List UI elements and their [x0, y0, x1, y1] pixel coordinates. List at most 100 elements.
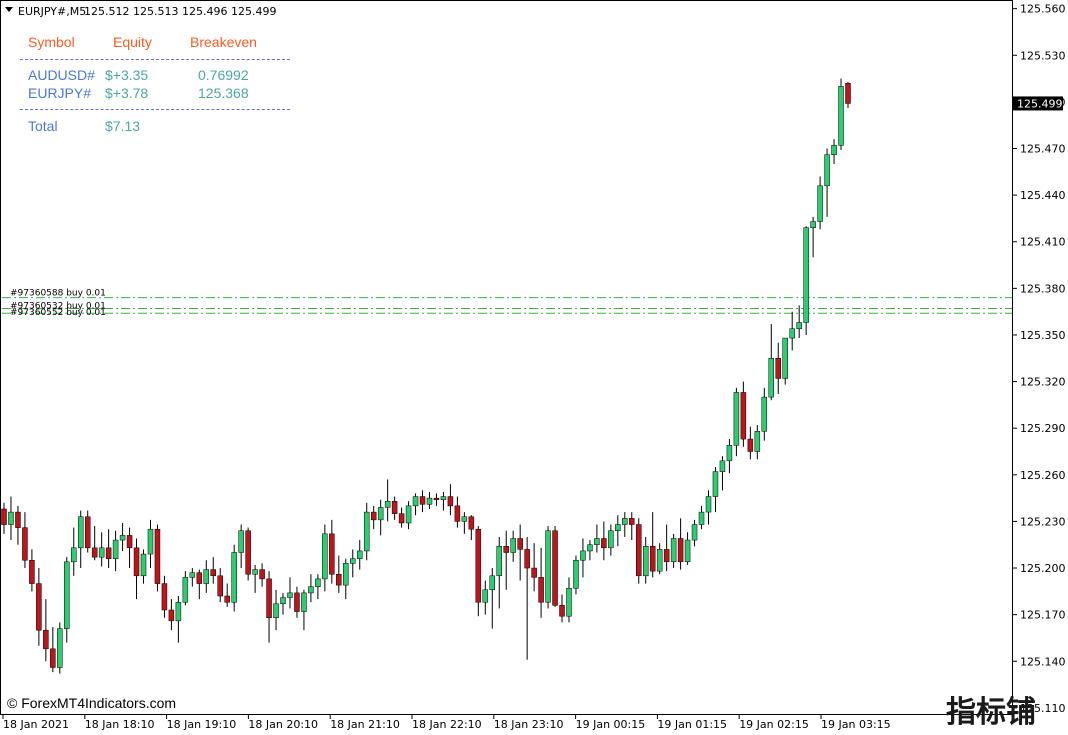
candle[interactable] — [259, 563, 265, 587]
candle[interactable] — [510, 530, 516, 562]
candle[interactable] — [196, 569, 203, 600]
candle[interactable] — [280, 592, 286, 615]
candle[interactable] — [635, 518, 642, 584]
candle[interactable] — [705, 490, 712, 525]
candle[interactable] — [468, 515, 475, 541]
candle[interactable] — [545, 526, 551, 609]
candle[interactable] — [29, 549, 35, 592]
candle[interactable] — [608, 524, 614, 556]
candle[interactable] — [426, 491, 433, 509]
candle[interactable] — [824, 148, 830, 217]
candle[interactable] — [594, 524, 600, 553]
candle[interactable] — [503, 530, 509, 590]
candle[interactable] — [98, 532, 105, 567]
candle[interactable] — [238, 524, 244, 569]
candle[interactable] — [377, 499, 384, 536]
candle[interactable] — [112, 530, 119, 572]
candle[interactable] — [789, 311, 795, 351]
candle[interactable] — [412, 493, 419, 516]
candle[interactable] — [1, 502, 7, 534]
candle[interactable] — [182, 571, 189, 606]
candle[interactable] — [670, 533, 677, 569]
candle[interactable] — [761, 387, 768, 441]
candle[interactable] — [615, 515, 621, 547]
candle[interactable] — [252, 564, 258, 593]
candle[interactable] — [740, 381, 747, 447]
candle[interactable] — [663, 524, 670, 572]
candle[interactable] — [642, 536, 649, 584]
candle[interactable] — [691, 519, 698, 547]
candle[interactable] — [343, 558, 349, 600]
candle[interactable] — [231, 544, 237, 612]
candle[interactable] — [329, 519, 335, 584]
candle[interactable] — [726, 439, 733, 474]
candle[interactable] — [8, 496, 14, 541]
candle[interactable] — [712, 467, 719, 513]
candle[interactable] — [224, 583, 230, 607]
candle[interactable] — [370, 505, 377, 530]
candle[interactable] — [133, 538, 140, 600]
candle[interactable] — [538, 547, 544, 618]
candle[interactable] — [119, 522, 126, 551]
candle[interactable] — [57, 622, 63, 674]
candle[interactable] — [838, 78, 844, 151]
candle[interactable] — [384, 479, 391, 522]
candle[interactable] — [22, 512, 28, 569]
candle[interactable] — [189, 568, 196, 587]
candle[interactable] — [719, 456, 726, 491]
candle[interactable] — [398, 507, 405, 528]
candle[interactable] — [405, 501, 412, 530]
candle[interactable] — [50, 627, 56, 673]
candle[interactable] — [356, 540, 363, 570]
candle[interactable] — [154, 524, 161, 592]
candle[interactable] — [747, 426, 754, 460]
candle[interactable] — [322, 524, 328, 592]
candle[interactable] — [580, 538, 586, 578]
candle[interactable] — [126, 527, 133, 569]
candle[interactable] — [524, 536, 530, 660]
candle[interactable] — [447, 484, 454, 516]
candle[interactable] — [817, 176, 823, 230]
candle[interactable] — [517, 524, 523, 581]
candle[interactable] — [573, 555, 579, 595]
candle[interactable] — [775, 342, 781, 395]
candle[interactable] — [294, 586, 300, 618]
candle[interactable] — [336, 555, 342, 593]
candle[interactable] — [64, 557, 70, 643]
candle[interactable] — [203, 560, 210, 593]
candle[interactable] — [308, 574, 314, 603]
candle[interactable] — [482, 580, 489, 615]
candle[interactable] — [105, 529, 112, 569]
candle[interactable] — [649, 512, 656, 578]
candle[interactable] — [84, 510, 91, 553]
candle[interactable] — [91, 526, 98, 561]
candle[interactable] — [245, 527, 251, 581]
candle[interactable] — [698, 505, 705, 530]
candle[interactable] — [315, 574, 321, 600]
candle[interactable] — [796, 305, 802, 339]
candle[interactable] — [433, 493, 440, 506]
candle[interactable] — [601, 521, 607, 561]
candle[interactable] — [677, 518, 684, 570]
candle[interactable] — [489, 568, 496, 629]
candle[interactable] — [161, 575, 168, 618]
candle[interactable] — [36, 568, 42, 646]
candle[interactable] — [391, 496, 398, 520]
candle[interactable] — [217, 568, 223, 603]
candle[interactable] — [810, 216, 816, 258]
candle[interactable] — [754, 425, 761, 460]
candle[interactable] — [440, 491, 447, 511]
candle[interactable] — [684, 532, 691, 565]
candle[interactable] — [273, 589, 279, 631]
candle[interactable] — [419, 490, 426, 513]
candle[interactable] — [454, 496, 461, 528]
candle[interactable] — [168, 599, 175, 631]
candle[interactable] — [782, 337, 788, 385]
candle[interactable] — [831, 139, 837, 165]
candle[interactable] — [210, 557, 217, 584]
candle[interactable] — [43, 599, 49, 662]
candle[interactable] — [363, 502, 370, 561]
candle[interactable] — [461, 512, 468, 534]
candle[interactable] — [266, 571, 272, 643]
